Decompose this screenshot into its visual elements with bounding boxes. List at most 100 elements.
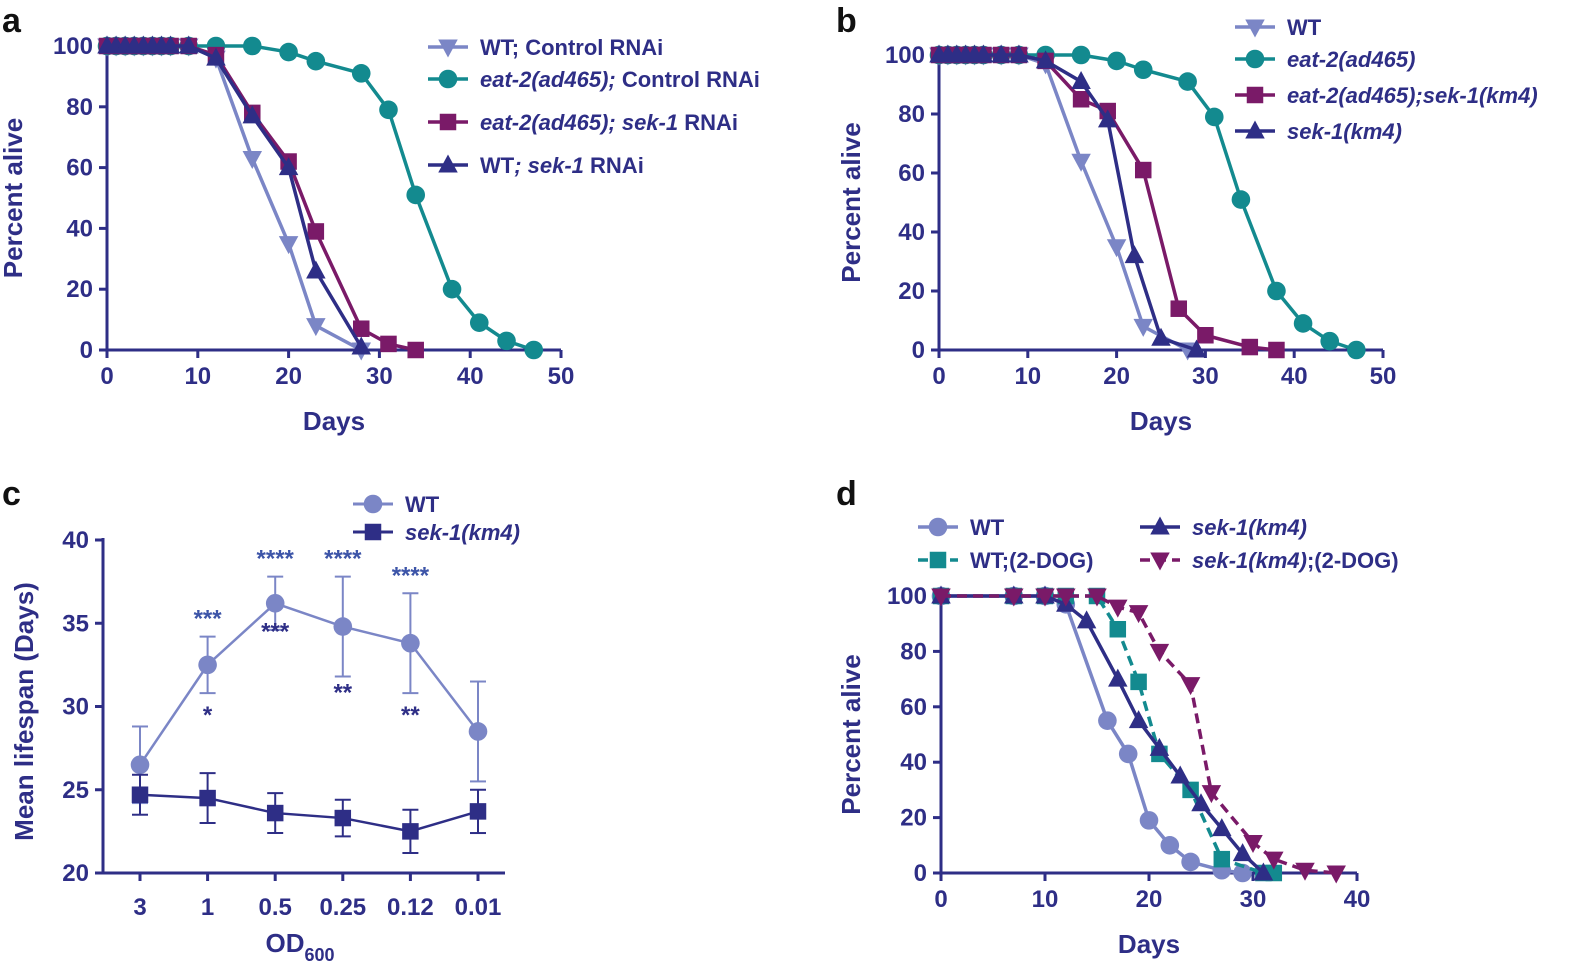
data-point [1170,300,1188,317]
legend-label-part: sek-1(km4) [1192,548,1307,573]
series-3 [931,588,1346,884]
legend-label-part: RNAi [678,110,738,135]
data-point [1130,673,1147,691]
data-point [1320,331,1340,351]
data-point [1151,327,1171,346]
data-point [278,157,299,176]
data-point [1212,818,1232,837]
data-point [1098,711,1117,730]
y-tick-label: 100 [53,33,93,60]
data-point [1035,588,1055,607]
x-tick-label: 3 [133,894,146,921]
legend-marker [929,551,947,569]
legend-label-part: WT [405,492,440,517]
data-point [1181,852,1200,872]
series-0: ******* ******** [130,546,488,805]
x-tick-label: 0 [932,363,945,390]
data-point [442,279,462,299]
series-1 [97,36,544,360]
series-2 [98,37,424,359]
y-tick-label: 0 [80,337,93,364]
data-point [1071,153,1091,172]
legend-marker [1245,49,1265,69]
data-point [1264,851,1284,870]
data-point [1128,710,1149,729]
data-point [1106,239,1127,258]
legend-marker [928,517,948,537]
legend-label: WT;(2-DOG) [970,548,1093,573]
data-point [306,318,326,337]
y-tick-label: 40 [898,219,925,246]
data-point [1118,744,1138,764]
y-tick-label: 25 [62,777,89,804]
data-point [1231,190,1251,209]
series-1: ******** [131,618,487,855]
y-tick-label: 20 [898,278,925,305]
x-tick-label: 40 [457,363,484,390]
legend-label-part: eat-2(ad465); [480,67,616,92]
legend-label-part: RNAi [584,153,644,178]
data-point [1133,318,1153,337]
legend-label: eat-2(ad465);sek-1(km4) [1287,83,1538,108]
data-point [351,64,371,83]
data-point [178,35,199,54]
data-point [1072,91,1090,108]
legend-item: WT; Control RNAi [428,35,663,60]
data-point [1201,785,1222,804]
y-tick-label: 40 [62,527,89,554]
x-tick-label: 50 [1370,363,1397,390]
x-tick-label: 40 [1281,363,1308,390]
significance-label: **** [392,562,430,589]
data-point [1197,327,1214,344]
legend-marker [1245,19,1265,38]
legend-item: eat-2(ad465) [1235,47,1415,72]
series-line [939,53,1277,352]
x-tick-label: 1 [201,894,214,921]
x-axis-label: Days [1130,406,1192,436]
significance-label: **** [324,546,362,573]
legend-item: WT [1235,15,1322,40]
legend-item: eat-2(ad465);sek-1(km4) [1235,83,1538,108]
legend-label: eat-2(ad465); sek-1 RNAi [480,110,738,135]
legend-label: WT; sek-1 RNAi [480,153,644,178]
y-tick-label: 80 [898,101,925,128]
data-point [1170,765,1190,784]
y-axis-label: Percent alive [836,122,866,282]
data-point [1071,71,1091,90]
legend-label-part: sek-1(km4) [405,520,520,545]
significance-label: **** [257,546,295,573]
data-point [406,185,426,205]
data-point [306,51,326,71]
data-point [1268,341,1285,359]
data-point [1160,836,1180,855]
data-point [160,35,181,54]
data-point [242,36,262,56]
legend-marker [363,494,383,514]
data-point [1056,588,1076,607]
data-point [1071,45,1091,65]
legend-marker [438,69,458,89]
data-point [379,100,398,120]
data-point [1149,737,1170,756]
y-tick-label: 100 [887,583,927,610]
x-tick-label: 20 [1136,886,1163,913]
legend-label: WT [1287,15,1322,40]
panel-a: a 0 10 20 30 40 50 0 20 40 60 80 100 Days Percent aliv… [0,2,760,436]
data-point [266,804,284,822]
legend-item: WT [353,492,440,517]
data-point [1076,610,1097,629]
x-tick-label: 30 [1192,363,1219,390]
series-0 [929,47,1198,361]
legend-item: sek-1(km4) [1235,119,1402,144]
data-point [242,150,263,169]
data-point [1295,862,1315,881]
x-tick-label: 0.5 [259,894,292,921]
y-tick-label: 100 [885,42,925,69]
data-point [1241,338,1259,356]
panel-letter: b [836,2,857,40]
data-point [199,789,216,807]
legend-label-part: WT [1287,15,1322,40]
x-axis-label: OD600 [265,928,334,963]
legend-label-part: eat-2(ad465) [1287,47,1415,72]
legend-item: sek-1(km4) [1140,515,1307,540]
